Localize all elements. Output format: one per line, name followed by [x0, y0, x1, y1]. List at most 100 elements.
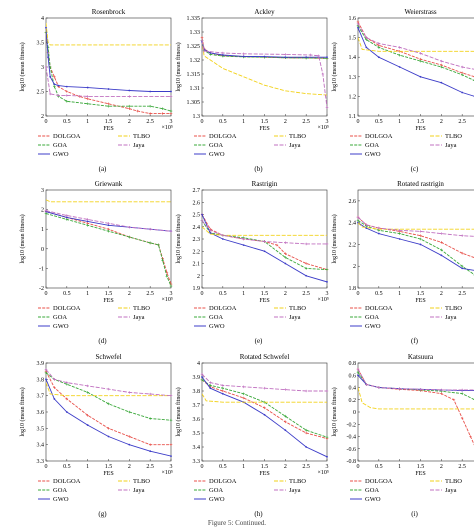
data-point-goa: [128, 410, 131, 414]
x-tick-label: 0.5: [219, 464, 227, 470]
x-tick-label: 1: [398, 464, 401, 470]
legend-label-goa: GOA: [365, 487, 379, 494]
y-tick-label: 3.5: [37, 426, 45, 432]
data-point-gwo: [398, 238, 401, 240]
data-point-gwo: [201, 213, 203, 216]
y-tick-label: 3.6: [193, 417, 201, 423]
data-point-goa: [157, 243, 160, 247]
data-point-jaya: [440, 232, 443, 235]
x-tick-label: 3: [326, 464, 329, 470]
data-point-jaya: [128, 95, 131, 98]
plot-frame: [45, 189, 172, 289]
data-point-gwo: [53, 83, 56, 86]
y-tick-label: 0.4: [349, 386, 357, 392]
x-tick-label: 1: [398, 119, 401, 125]
data-point-gwo: [263, 250, 266, 253]
data-point-goa: [398, 232, 401, 235]
data-point-jaya: [86, 95, 89, 98]
x-tick-label: 2.5: [146, 119, 154, 125]
data-point-jaya: [304, 389, 308, 393]
legend-label-tlbo: TLBO: [289, 305, 306, 312]
data-point-jaya: [440, 59, 443, 63]
data-point-gwo: [263, 55, 266, 58]
legend-label-tlbo: TLBO: [289, 478, 306, 485]
series-line-tlbo: [46, 199, 171, 203]
y-tick-label: 1.4: [349, 55, 357, 61]
data-point-gwo: [209, 231, 212, 234]
data-point-goa: [221, 386, 225, 390]
data-point-gwo: [53, 398, 56, 400]
y-tick-label: 2.6: [193, 200, 201, 206]
data-point-jaya: [44, 209, 48, 212]
data-point-jaya: [221, 51, 225, 55]
series-line-jaya: [202, 373, 327, 392]
data-point-goa: [86, 391, 89, 394]
x-tick-label: 0.5: [63, 119, 71, 125]
data-point-dolgoa: [136, 109, 139, 113]
panel-caption: (a): [99, 165, 107, 173]
x-tick-label: 2.5: [302, 291, 310, 297]
data-point-gwo: [149, 90, 152, 93]
data-point-jaya: [317, 54, 320, 58]
legend-label-gwo: GWO: [53, 323, 69, 330]
data-point-jaya: [284, 53, 287, 56]
legend-label-goa: GOA: [53, 314, 67, 321]
data-point-jaya: [44, 368, 48, 371]
x-axis-label: FES: [415, 471, 425, 477]
data-point-jaya: [200, 219, 204, 222]
data-point-jaya: [365, 36, 368, 39]
data-point-jaya: [460, 65, 464, 69]
data-point-jaya: [44, 65, 48, 69]
x-axis-label: FES: [415, 126, 425, 132]
series-line-gwo: [202, 376, 327, 458]
data-point-gwo: [221, 238, 224, 240]
legend-label-gwo: GWO: [209, 323, 225, 330]
data-point-goa: [304, 428, 308, 432]
data-point-gwo: [86, 86, 89, 89]
data-point-dolgoa: [304, 431, 308, 435]
y-tick-label: 1.5: [349, 36, 357, 42]
x-tick-label: 0.5: [63, 464, 71, 470]
legend-label-gwo: GWO: [53, 496, 69, 503]
legend-label-jaya: Jaya: [289, 142, 301, 149]
x-tick-label: 1.5: [261, 464, 269, 470]
series-line-gwo: [46, 27, 171, 92]
y-tick-label: 3: [41, 65, 44, 71]
data-point-jaya: [398, 387, 401, 391]
x-tick-label: 1: [398, 291, 401, 297]
data-point-goa: [440, 248, 443, 252]
x-tick-label: 0.5: [219, 291, 227, 297]
y-axis-label: log10 (mean fitness): [331, 214, 338, 263]
x-tick-label: 3: [170, 464, 173, 470]
data-point-goa: [161, 107, 164, 110]
x-tick-label: 1: [242, 464, 245, 470]
data-point-gwo: [57, 84, 60, 87]
data-point-gwo: [305, 446, 308, 448]
y-tick-label: 1.305: [187, 100, 201, 106]
data-point-jaya: [169, 229, 173, 233]
series-line-gwo: [46, 379, 171, 457]
data-point-jaya: [284, 388, 287, 391]
data-point-jaya: [128, 391, 131, 394]
y-tick-label: 2.6: [349, 199, 357, 205]
data-point-jaya: [242, 385, 245, 389]
panel-caption: (f): [411, 337, 419, 345]
series-line-goa: [202, 220, 327, 271]
data-point-jaya: [419, 230, 422, 233]
data-point-goa: [419, 237, 422, 241]
legend-label-dolgoa: DOLGOA: [365, 133, 393, 140]
legend-label-jaya: Jaya: [133, 142, 145, 149]
x-tick-label: 2.5: [458, 291, 466, 297]
data-point-jaya: [200, 39, 204, 42]
y-tick-label: 1.31: [190, 86, 201, 92]
panel-h: Rotated Schwefel 3.3 3.4 3.5 3.6 3.7 3.8 3.9 4 0 0…: [175, 353, 329, 518]
x-axis-label: FES: [259, 471, 269, 477]
data-point-gwo: [45, 378, 47, 381]
y-tick-label: 0.8: [349, 361, 357, 367]
legend-label-jaya: Jaya: [133, 487, 145, 494]
data-point-jaya: [440, 388, 443, 392]
data-point-jaya: [377, 42, 381, 45]
data-point-jaya: [86, 384, 89, 388]
